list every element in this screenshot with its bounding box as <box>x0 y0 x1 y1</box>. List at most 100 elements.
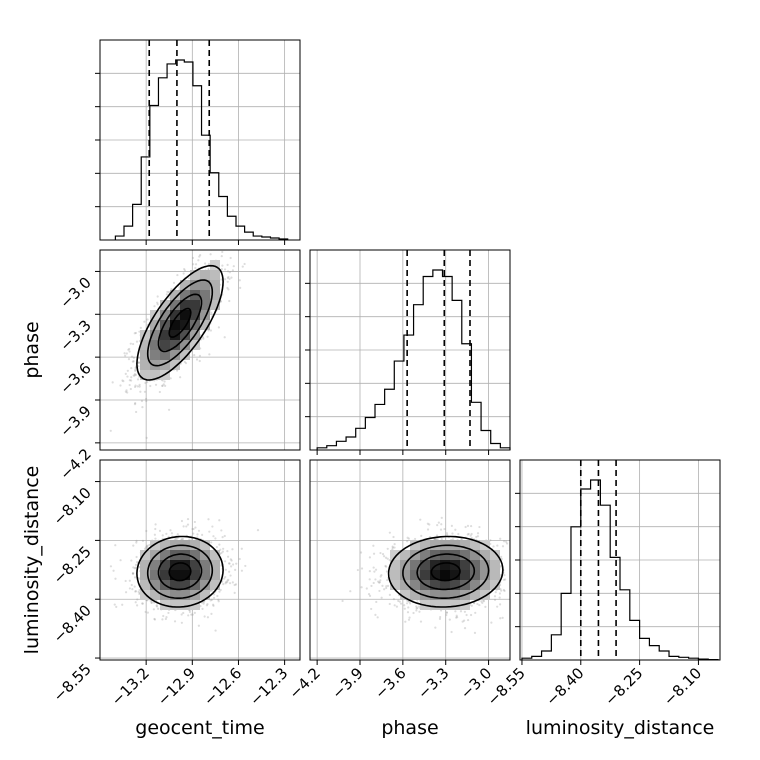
scatter-point <box>403 604 406 607</box>
scatter-point <box>134 590 138 593</box>
scatter-point <box>183 267 186 271</box>
scatter-point <box>381 584 384 587</box>
scatter-point <box>379 575 382 578</box>
scatter-point <box>393 604 396 607</box>
scatter-point <box>445 611 448 614</box>
scatter-point <box>475 535 478 539</box>
scatter-point <box>386 557 389 560</box>
scatter-point <box>192 532 195 535</box>
scatter-point <box>226 286 229 290</box>
scatter-point <box>119 559 122 562</box>
density-cell <box>200 580 210 590</box>
density-cell <box>150 590 160 600</box>
scatter-point <box>532 562 534 564</box>
scatter-point <box>194 263 198 266</box>
scatter-point <box>228 570 231 573</box>
scatter-point <box>227 578 230 581</box>
scatter-point <box>226 276 229 280</box>
tick-label-x-phase-1: −3.9 <box>328 664 366 702</box>
scatter-point <box>426 522 429 525</box>
scatter-point <box>459 610 463 613</box>
scatter-point <box>470 604 473 607</box>
scatter-point <box>193 611 196 614</box>
density-cell <box>190 320 200 330</box>
scatter-point <box>212 535 215 538</box>
scatter-point <box>408 600 411 603</box>
scatter-point <box>137 361 140 364</box>
scatter-point <box>398 600 401 603</box>
scatter-point <box>169 529 172 532</box>
scatter-point <box>124 372 127 375</box>
scatter-point <box>134 563 138 566</box>
scatter-point <box>144 397 148 400</box>
scatter-point <box>140 399 144 403</box>
scatter-point <box>218 590 221 593</box>
density-cell <box>200 300 210 310</box>
tick-label-y-phase-2: −3.6 <box>56 359 94 397</box>
density-cell <box>490 570 500 580</box>
scatter-point <box>462 619 466 622</box>
scatter-point <box>143 547 147 550</box>
scatter-point <box>197 624 200 627</box>
density-cell <box>470 560 480 570</box>
density-cell <box>170 580 180 590</box>
scatter-point <box>412 611 415 615</box>
density-cell <box>170 590 180 600</box>
scatter-point <box>132 544 135 547</box>
scatter-point <box>154 523 157 526</box>
density-cell <box>210 290 220 300</box>
scatter-point <box>368 556 371 559</box>
scatter-point <box>388 602 391 606</box>
density-cell <box>480 590 490 600</box>
scatter-point <box>165 293 168 296</box>
scatter-point <box>381 553 385 556</box>
scatter-point <box>209 253 212 256</box>
scatter-point <box>134 384 137 387</box>
scatter-point <box>169 377 172 380</box>
scatter-point <box>374 578 377 581</box>
histogram-luminosity_distance <box>521 479 719 661</box>
contour-level-2 <box>157 553 203 591</box>
scatter-point <box>438 617 442 620</box>
density-cell <box>480 580 490 590</box>
density-cell <box>440 560 450 570</box>
scatter-point <box>155 604 158 607</box>
density-cell <box>400 570 410 580</box>
scatter-point <box>473 631 477 634</box>
scatter-point <box>391 546 395 549</box>
joint-panel-geocent_time-phase <box>99 249 301 451</box>
scatter-point <box>124 354 127 357</box>
scatter-point <box>121 603 124 606</box>
scatter-point <box>165 616 168 619</box>
scatter-point <box>223 560 227 563</box>
density-cell <box>190 310 200 320</box>
scatter-point <box>186 523 190 526</box>
density-cell <box>180 320 190 330</box>
scatter-point <box>109 565 113 568</box>
scatter-point <box>180 519 184 523</box>
density-cell <box>170 320 180 330</box>
scatter-point <box>212 603 215 606</box>
scatter-point <box>476 535 480 538</box>
tick-label-x-geocent_time-3: −12.3 <box>246 664 291 709</box>
scatter-point <box>419 620 423 623</box>
scatter-point <box>228 582 232 585</box>
scatter-point <box>474 611 477 614</box>
density-cell <box>210 550 220 560</box>
scatter-point <box>124 579 127 583</box>
scatter-point <box>511 565 513 567</box>
density-cell <box>390 550 400 560</box>
scatter-point <box>206 335 209 338</box>
density-cell <box>140 350 150 360</box>
scatter-point <box>502 588 505 592</box>
density-cell <box>190 300 200 310</box>
scatter-point <box>125 389 128 392</box>
scatter-point <box>183 360 186 363</box>
scatter-point <box>470 524 473 528</box>
scatter-point <box>217 326 220 329</box>
scatter-point <box>130 583 133 587</box>
scatter-point <box>196 533 199 536</box>
scatter-point <box>372 552 376 555</box>
scatter-point <box>154 537 157 540</box>
